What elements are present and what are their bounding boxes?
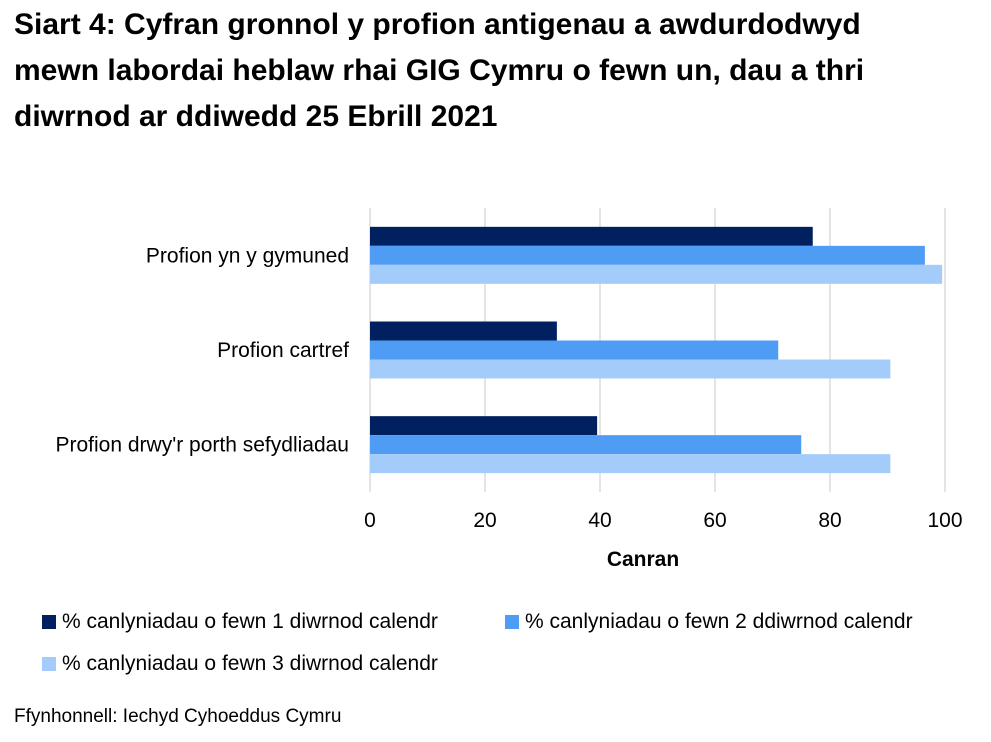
axes: 0 20 40 60 80 100 Profion yn y gymuned Profion … (56, 244, 963, 532)
y-category-label: Profion drwy'r porth sefydliadau (56, 434, 350, 457)
x-tick-label: 100 (927, 509, 962, 532)
bar (370, 321, 557, 341)
bars (370, 226, 943, 474)
bar (370, 264, 943, 284)
legend-label: % canlyniadau o fewn 3 diwrnod calendr (62, 652, 438, 675)
source-note: Ffynhonnell: Iechyd Cyhoeddus Cymru (14, 706, 342, 727)
bar-chart: 0 20 40 60 80 100 Profion yn y gymuned Profion … (56, 208, 963, 571)
y-category-label: Profion yn y gymuned (146, 244, 349, 267)
x-tick-label: 0 (364, 509, 376, 532)
bar (370, 416, 598, 436)
legend-swatch (505, 615, 519, 629)
y-category-label: Profion cartref (217, 339, 349, 362)
bar (370, 226, 813, 246)
x-axis-title: Canran (607, 548, 679, 571)
x-tick-label: 40 (588, 509, 611, 532)
legend-swatch (42, 657, 56, 671)
bar (370, 245, 925, 265)
legend-label: % canlyniadau o fewn 2 ddiwrnod calendr (525, 610, 913, 633)
legend-item-series-3: % canlyniadau o fewn 3 diwrnod calendr (42, 652, 438, 676)
legend-swatch (42, 615, 56, 629)
chart-title: Siart 4: Cyfran gronnol y profion antige… (14, 8, 865, 133)
legend-item-series-1: % canlyniadau o fewn 1 diwrnod calendr (42, 610, 438, 634)
bar (370, 359, 891, 379)
legend-label: % canlyniadau o fewn 1 diwrnod calendr (62, 610, 438, 633)
bar (370, 435, 802, 455)
x-tick-label: 80 (818, 509, 841, 532)
legend-item-series-2: % canlyniadau o fewn 2 ddiwrnod calendr (505, 610, 913, 634)
x-tick-label: 20 (473, 509, 496, 532)
x-tick-label: 60 (703, 509, 726, 532)
bar (370, 454, 891, 474)
bar (370, 340, 779, 360)
